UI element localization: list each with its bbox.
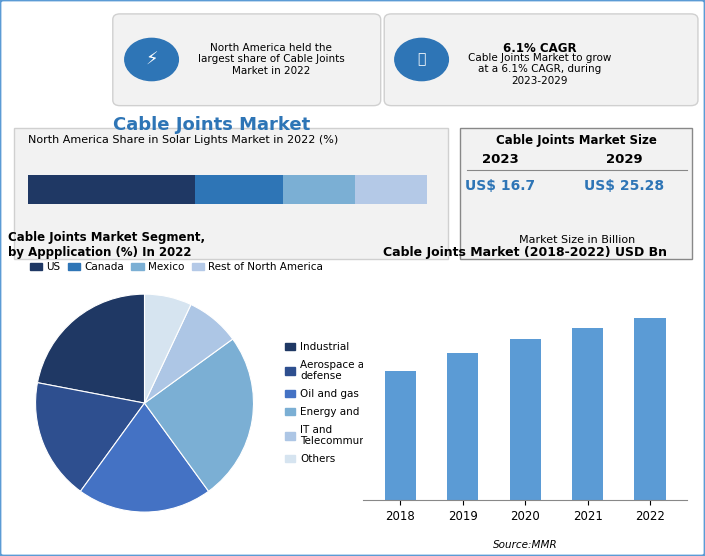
Circle shape	[125, 38, 178, 81]
Text: 2023: 2023	[482, 153, 519, 166]
Text: Cable Joints Market Size: Cable Joints Market Size	[496, 133, 657, 147]
Wedge shape	[145, 305, 233, 403]
Legend: Industrial, Aerospace and
defense, Oil and gas, Energy and Power, IT and
Telecom: Industrial, Aerospace and defense, Oil a…	[281, 338, 405, 468]
Text: Market Size in Billion: Market Size in Billion	[519, 235, 634, 245]
FancyBboxPatch shape	[384, 14, 698, 106]
Bar	[283, 175, 355, 204]
Text: ⚡: ⚡	[145, 51, 158, 68]
Bar	[572, 328, 603, 500]
Text: US$ 25.28: US$ 25.28	[584, 179, 664, 193]
Bar	[355, 175, 427, 204]
Wedge shape	[145, 339, 254, 492]
Wedge shape	[35, 383, 145, 492]
Text: Source:MMR: Source:MMR	[493, 540, 558, 550]
Wedge shape	[80, 403, 209, 512]
Bar	[510, 339, 541, 500]
Bar	[28, 175, 195, 204]
Text: North America Share in Solar Lights Market in 2022 (%): North America Share in Solar Lights Mark…	[28, 135, 338, 145]
Bar	[447, 353, 479, 500]
Text: 2029: 2029	[606, 153, 642, 166]
Text: 🔥: 🔥	[417, 52, 426, 67]
FancyBboxPatch shape	[460, 128, 692, 259]
FancyBboxPatch shape	[14, 128, 448, 259]
Bar	[634, 318, 666, 500]
Bar	[195, 175, 283, 204]
Circle shape	[395, 38, 448, 81]
Bar	[385, 371, 416, 500]
FancyBboxPatch shape	[113, 14, 381, 106]
Text: North America held the
largest share of Cable Joints
Market in 2022: North America held the largest share of …	[198, 43, 345, 76]
Wedge shape	[145, 294, 191, 403]
Text: Cable Joints Market Segment,
by Appplication (%) In 2022: Cable Joints Market Segment, by Appplica…	[8, 231, 205, 259]
Wedge shape	[37, 294, 145, 403]
Text: Cable Joints Market to grow
at a 6.1% CAGR, during
2023-2029: Cable Joints Market to grow at a 6.1% CA…	[467, 53, 611, 86]
Text: Cable Joints Market: Cable Joints Market	[113, 116, 310, 134]
Legend: US, Canada, Mexico, Rest of North America: US, Canada, Mexico, Rest of North Americ…	[25, 257, 327, 276]
Title: Cable Joints Market (2018-2022) USD Bn: Cable Joints Market (2018-2022) USD Bn	[384, 246, 667, 259]
Text: US$ 16.7: US$ 16.7	[465, 179, 536, 193]
Text: 6.1% CAGR: 6.1% CAGR	[503, 42, 576, 56]
